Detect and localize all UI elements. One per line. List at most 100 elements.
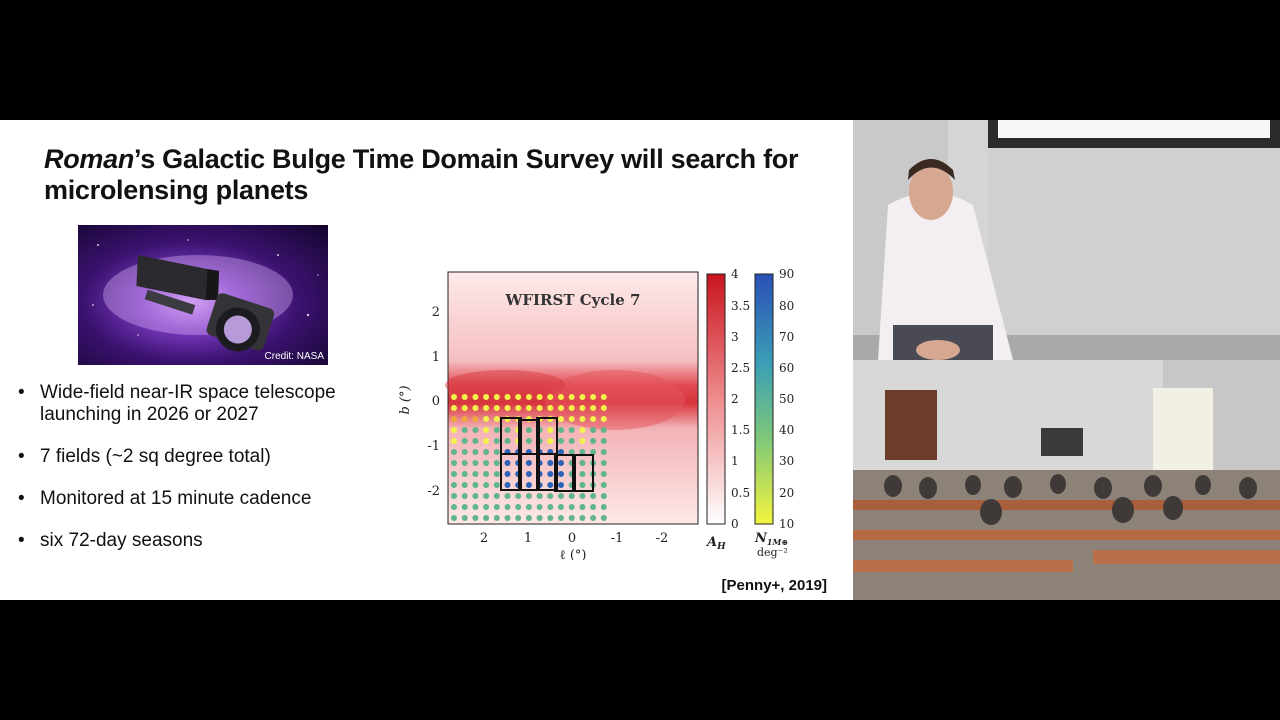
star-count-dot bbox=[579, 493, 586, 499]
ah-tick-label: 2.5 bbox=[731, 361, 750, 375]
slide-title: Roman’s Galactic Bulge Time Domain Surve… bbox=[44, 144, 824, 206]
bullet-item: six 72-day seasons bbox=[18, 530, 398, 552]
ah-tick-label: 3 bbox=[731, 330, 739, 344]
star-count-dot bbox=[579, 482, 586, 488]
star-count-dot bbox=[600, 460, 607, 466]
star-count-dot bbox=[515, 394, 522, 400]
y-tick-label: 1 bbox=[432, 350, 440, 365]
star-count-dot bbox=[451, 449, 457, 455]
star-count-dot bbox=[472, 460, 479, 466]
star-count-dot bbox=[536, 504, 543, 510]
star-count-dot bbox=[451, 405, 457, 411]
telescope-illustration bbox=[92, 239, 319, 352]
star-count-dots bbox=[451, 394, 607, 521]
star-count-dot bbox=[590, 416, 597, 422]
star-count-dot bbox=[568, 515, 575, 521]
star-count-dot bbox=[504, 427, 511, 433]
star-count-dot bbox=[504, 504, 511, 510]
star-count-dot bbox=[483, 493, 490, 499]
star-count-dot bbox=[504, 394, 511, 400]
star-count-dot bbox=[547, 394, 554, 400]
star-count-dot bbox=[461, 405, 468, 411]
star-count-dot bbox=[525, 405, 532, 411]
n-tick-label: 60 bbox=[779, 361, 794, 375]
star-count-dot bbox=[483, 438, 490, 444]
presentation-slide: Roman’s Galactic Bulge Time Domain Surve… bbox=[0, 120, 853, 600]
door bbox=[885, 390, 937, 460]
star-count-dot bbox=[579, 438, 586, 444]
star-count-dot bbox=[451, 493, 457, 499]
star-count-dot bbox=[504, 493, 511, 499]
extinction-colorbar bbox=[706, 273, 726, 525]
y-tick-label: 2 bbox=[432, 305, 440, 320]
star-count-dot bbox=[558, 449, 564, 455]
star-count-dot bbox=[483, 427, 490, 433]
survey-field bbox=[536, 453, 558, 491]
star-count-dot bbox=[600, 394, 607, 400]
survey-field-figure: WFIRST Cycle 7 2 1 0 -1 -2 b (°) bbox=[395, 260, 815, 563]
star-count-dot bbox=[461, 515, 468, 521]
star-count-dot bbox=[451, 515, 457, 521]
star-count-dot bbox=[451, 471, 457, 477]
survey-field bbox=[572, 454, 594, 492]
audience-view bbox=[853, 360, 1280, 600]
star-count-dot bbox=[568, 504, 575, 510]
star-count-dot bbox=[483, 482, 490, 488]
extinction-map: WFIRST Cycle 7 2 1 0 -1 -2 b (°) bbox=[398, 267, 794, 563]
ah-tick-label: 3.5 bbox=[731, 299, 750, 313]
star-count-dot bbox=[461, 493, 468, 499]
star-count-dot bbox=[579, 394, 586, 400]
star-count-dot bbox=[483, 504, 490, 510]
star-count-dot bbox=[461, 416, 468, 422]
star-count-dot bbox=[579, 515, 586, 521]
star-count-dot bbox=[547, 493, 554, 499]
star-count-dot bbox=[461, 427, 468, 433]
ah-tick-label: 0.5 bbox=[731, 486, 750, 500]
speaker-camera bbox=[853, 120, 1280, 360]
wall-monitor bbox=[1041, 428, 1083, 456]
star-count-dot bbox=[515, 515, 522, 521]
star-count-dot bbox=[493, 438, 500, 444]
star-count-dot bbox=[472, 482, 479, 488]
star-count-dot bbox=[451, 504, 457, 510]
star-count-dot bbox=[568, 493, 575, 499]
speaker-view bbox=[853, 120, 1280, 360]
star-count-dot bbox=[493, 405, 500, 411]
star-count-dot bbox=[547, 460, 554, 466]
star-count-dot bbox=[461, 504, 468, 510]
ah-tick-label: 2 bbox=[731, 392, 739, 406]
x-tick-label: 0 bbox=[568, 531, 576, 546]
star-count-dot bbox=[483, 416, 490, 422]
star-count-dot bbox=[536, 405, 543, 411]
n-tick-label: 70 bbox=[779, 330, 794, 344]
star-count-dot bbox=[558, 471, 564, 477]
star-count-dot bbox=[461, 460, 468, 466]
star-count-dot bbox=[547, 482, 554, 488]
star-count-dot bbox=[451, 438, 457, 444]
star-count-dot bbox=[461, 449, 468, 455]
star-count-dot bbox=[525, 515, 532, 521]
star-count-dot bbox=[558, 515, 564, 521]
n-tick-label: 50 bbox=[779, 392, 794, 406]
n-tick-label: 80 bbox=[779, 299, 794, 313]
star-count-dot bbox=[472, 515, 479, 521]
star-count-dot bbox=[590, 504, 597, 510]
star-count-dot bbox=[547, 405, 554, 411]
n-tick-label: 30 bbox=[779, 454, 794, 468]
star-count-dot bbox=[504, 482, 511, 488]
star-count-dot bbox=[483, 394, 490, 400]
star-count-dot bbox=[536, 493, 543, 499]
star-count-dot bbox=[451, 416, 457, 422]
bullet-item: Monitored at 15 minute cadence bbox=[18, 488, 398, 510]
star-count-dot bbox=[451, 482, 457, 488]
star-count-dot bbox=[558, 427, 564, 433]
bullet-list: Wide-field near-IR space telescope launc… bbox=[18, 382, 398, 572]
star-count-dot bbox=[493, 416, 500, 422]
star-count-dot bbox=[600, 427, 607, 433]
star-count-dot bbox=[493, 460, 500, 466]
video-feed-panel bbox=[853, 120, 1280, 600]
star-count-dot bbox=[579, 504, 586, 510]
speaker-figure bbox=[878, 159, 1013, 360]
star-count-dot bbox=[461, 471, 468, 477]
star-count-dot bbox=[472, 416, 479, 422]
